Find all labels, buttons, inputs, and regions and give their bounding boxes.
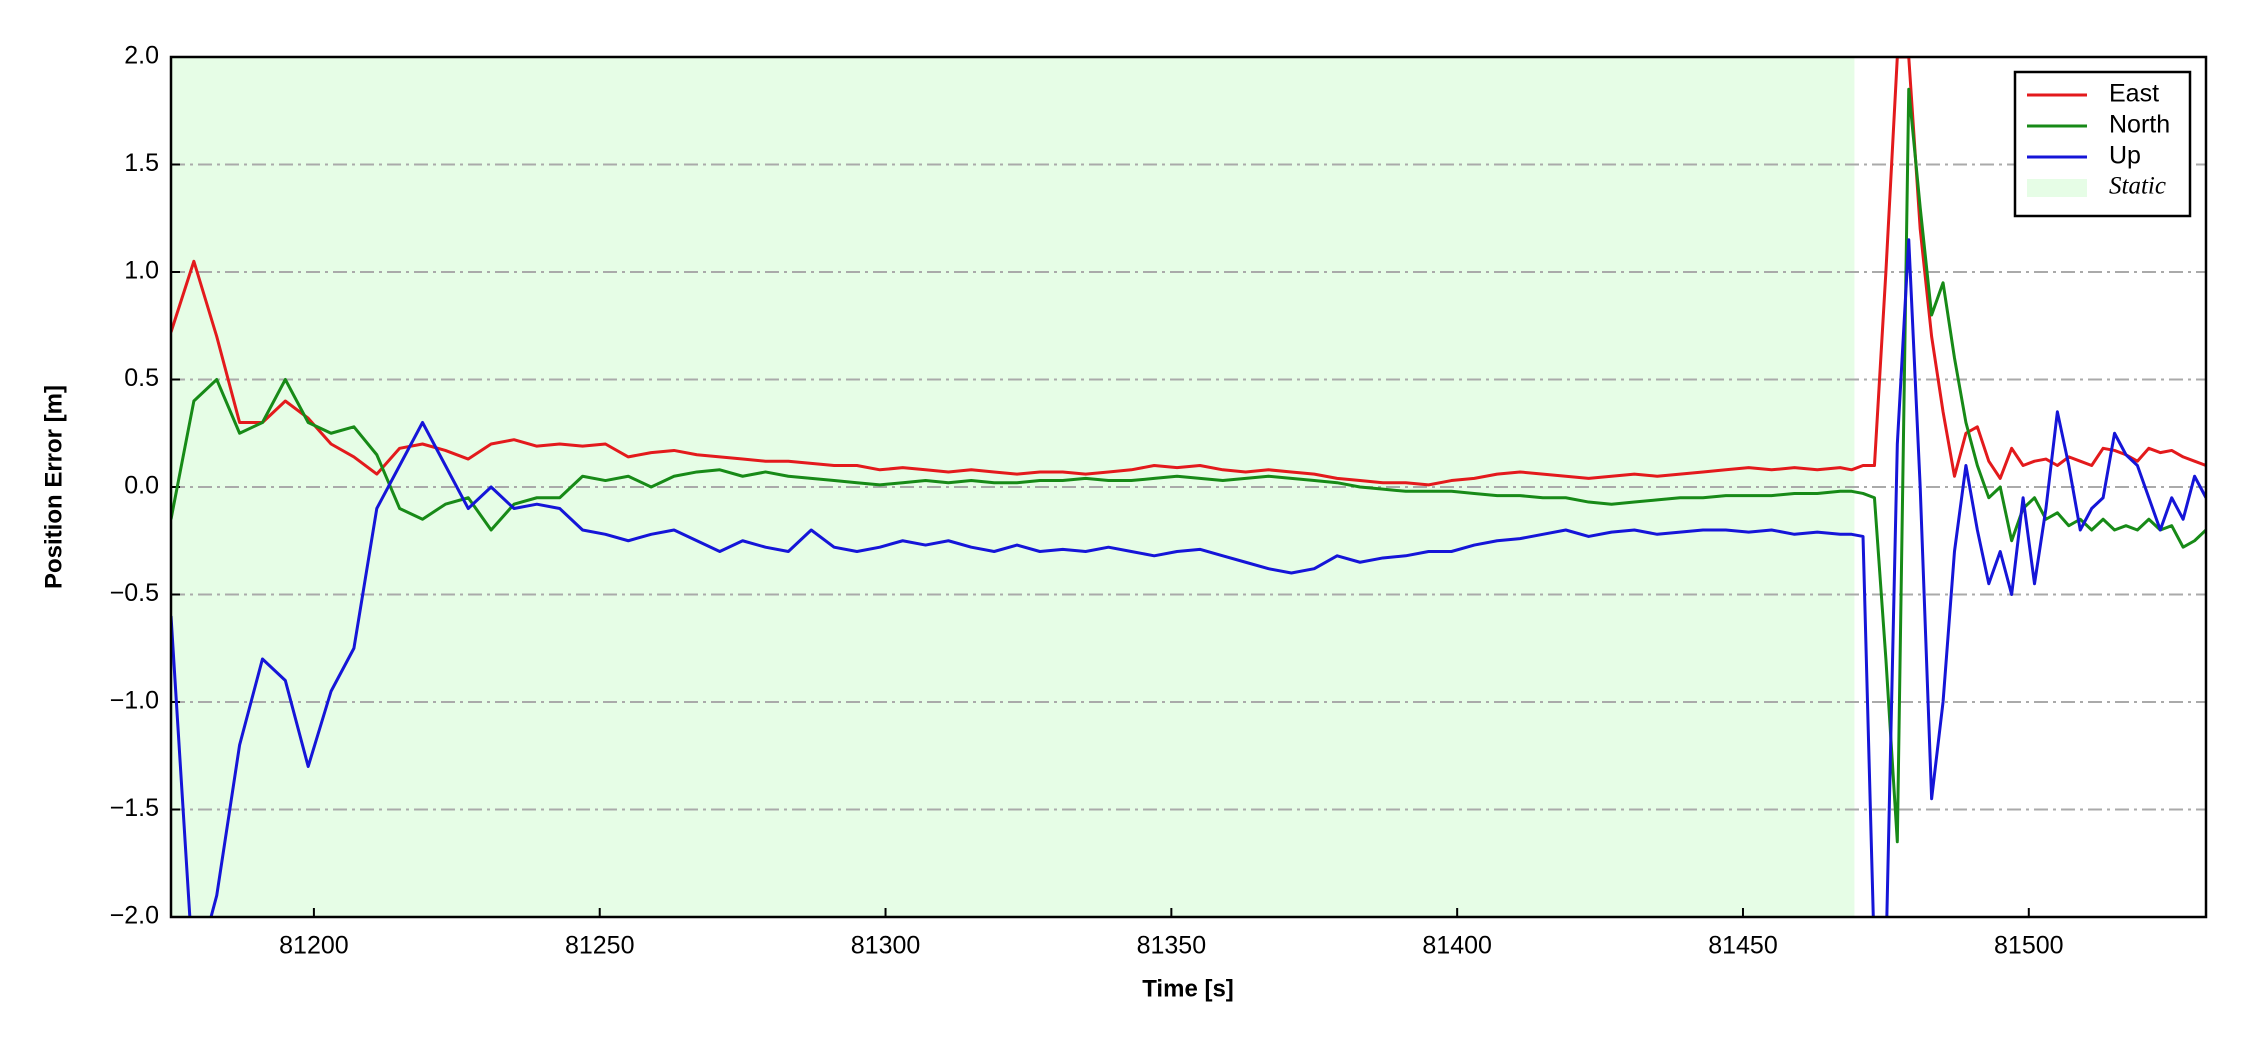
legend-label: Static (2109, 173, 2166, 200)
y-tick-label: −2.0 (110, 902, 159, 930)
x-tick-label: 81500 (1994, 932, 2064, 960)
y-tick-label: 0.0 (124, 472, 159, 500)
y-tick-label: 0.5 (124, 364, 159, 392)
y-tick-label: −1.5 (110, 794, 159, 822)
y-tick-label: 1.0 (124, 257, 159, 285)
x-tick-label: 81450 (1708, 932, 1778, 960)
series-line (171, 57, 2206, 487)
x-tick-label: 81350 (1137, 932, 1207, 960)
y-tick-label: 1.5 (124, 149, 159, 177)
y-tick-label: −0.5 (110, 579, 159, 607)
y-tick-label: −1.0 (110, 687, 159, 715)
x-tick-label: 81300 (851, 932, 921, 960)
x-axis-label: Time [s] (1142, 975, 1234, 1002)
plot-frame (169, 55, 2208, 919)
series-line (171, 87, 2206, 844)
x-tick-label: 81200 (279, 932, 349, 960)
x-tick-label: 81250 (565, 932, 635, 960)
legend-label: East (2109, 80, 2159, 108)
y-axis-label: Position Error [m] (40, 385, 67, 589)
legend: East North Up Static (2013, 70, 2192, 218)
y-tick-label: 2.0 (124, 42, 159, 70)
legend-swatch (2027, 179, 2087, 197)
legend-label: North (2109, 111, 2170, 139)
legend-label: Up (2109, 142, 2141, 170)
x-tick-label: 81400 (1422, 932, 1492, 960)
series-line (171, 238, 2206, 917)
